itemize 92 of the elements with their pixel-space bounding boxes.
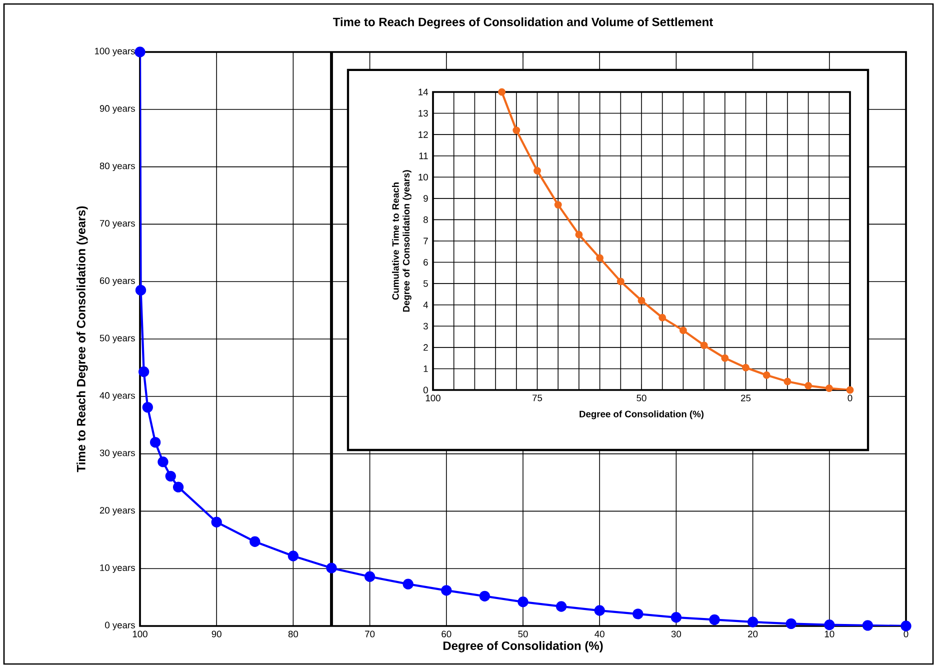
point <box>616 278 624 286</box>
point <box>638 296 646 304</box>
point <box>596 254 604 262</box>
y-tick-label: 90 years <box>100 105 135 114</box>
point <box>172 482 184 492</box>
y-tick-label: 20 years <box>100 506 135 516</box>
x-tick-label: 75 <box>532 394 542 402</box>
x-axis-title: Degree of Consolidation (%) <box>443 641 603 652</box>
chart-title: Time to Reach Degrees of Consolidation and Volume of Settlement <box>332 17 713 29</box>
point <box>211 516 222 528</box>
y-tick-label: 9 <box>424 195 428 202</box>
y-tick-label: 80 years <box>100 162 135 172</box>
y-tick-label: 12 <box>418 131 428 138</box>
point <box>518 596 528 608</box>
y-tick-label: 60 years <box>100 277 135 286</box>
x-tick-label: 80 <box>288 630 298 638</box>
y-tick-label: 7 <box>424 238 428 244</box>
y-tick-label: 11 <box>419 152 428 160</box>
point <box>575 230 583 238</box>
point <box>825 384 833 392</box>
point <box>288 550 299 562</box>
y-tick-label: 14 <box>418 88 428 96</box>
y-tick-label: 10 years <box>100 564 135 573</box>
y-tick-label: 6 <box>424 258 428 266</box>
point <box>250 536 260 547</box>
point <box>786 618 796 630</box>
x-tick-label: 100 <box>132 630 148 638</box>
point <box>364 571 376 582</box>
point <box>534 167 541 174</box>
point <box>326 562 337 574</box>
point <box>804 382 812 390</box>
y-tick-label: 70 years <box>100 220 135 228</box>
point <box>846 386 854 394</box>
x-tick-label: 25 <box>741 394 751 402</box>
x-tick-label: 60 <box>442 630 452 638</box>
y-tick-label: 3 <box>423 322 428 330</box>
y-tick-label: 50 years <box>100 334 135 344</box>
point <box>135 284 146 296</box>
x-tick-label: 50 <box>636 394 646 402</box>
y-tick-label: 2 <box>424 344 428 351</box>
point <box>556 601 567 612</box>
point <box>512 126 520 134</box>
point <box>824 620 835 630</box>
point <box>498 88 506 96</box>
y-tick-label: 0 years <box>105 622 135 630</box>
x-tick-label: 0 <box>904 630 908 638</box>
point <box>670 612 682 623</box>
point <box>402 578 414 590</box>
y-tick-label: 30 years <box>100 450 135 458</box>
y-tick-label: 4 <box>423 302 428 308</box>
point <box>479 590 490 602</box>
y-tick-label: 13 <box>418 110 428 117</box>
point <box>862 620 874 631</box>
point <box>784 378 792 386</box>
point <box>138 366 150 378</box>
y-tick-label: 8 <box>424 216 428 224</box>
x-tick-label: 50 <box>518 630 528 638</box>
point <box>900 620 912 632</box>
x-tick-label: 30 <box>671 630 682 638</box>
point <box>158 456 168 468</box>
point <box>594 605 605 616</box>
point <box>658 314 666 322</box>
point <box>142 402 153 413</box>
y-tick-label: 40 years <box>100 392 135 401</box>
point <box>150 436 161 448</box>
point <box>441 585 452 596</box>
point <box>554 201 562 209</box>
point <box>134 46 146 58</box>
point <box>721 354 729 362</box>
point <box>679 326 687 334</box>
point <box>709 614 720 626</box>
y-axis-title: Time to Reach Degree of Consolidation (years) <box>76 206 88 472</box>
x-tick-label: 70 <box>365 630 375 638</box>
point <box>632 608 644 620</box>
point <box>747 616 758 628</box>
x-tick-label: 100 <box>426 394 440 402</box>
point <box>742 364 750 372</box>
y-tick-label: 0 <box>423 386 428 394</box>
y-tick-label: 1 <box>424 366 428 372</box>
x-tick-label: 10 <box>824 630 834 638</box>
x-tick-label: 40 <box>594 630 604 638</box>
y-tick-label: 5 <box>423 280 428 287</box>
point <box>165 470 176 482</box>
point <box>762 371 770 379</box>
y-axis-title: Cumulative Time to Reach Degree of Consolidation (years) <box>392 170 412 312</box>
x-tick-label: 20 <box>748 630 758 638</box>
y-tick-label: 100 years <box>95 48 135 56</box>
x-tick-label: 0 <box>848 394 852 402</box>
y-tick-label: 10 <box>418 174 428 180</box>
point <box>700 342 708 350</box>
x-tick-label: 90 <box>212 630 222 638</box>
x-axis-title: Degree of Consolidation (%) <box>580 410 704 420</box>
